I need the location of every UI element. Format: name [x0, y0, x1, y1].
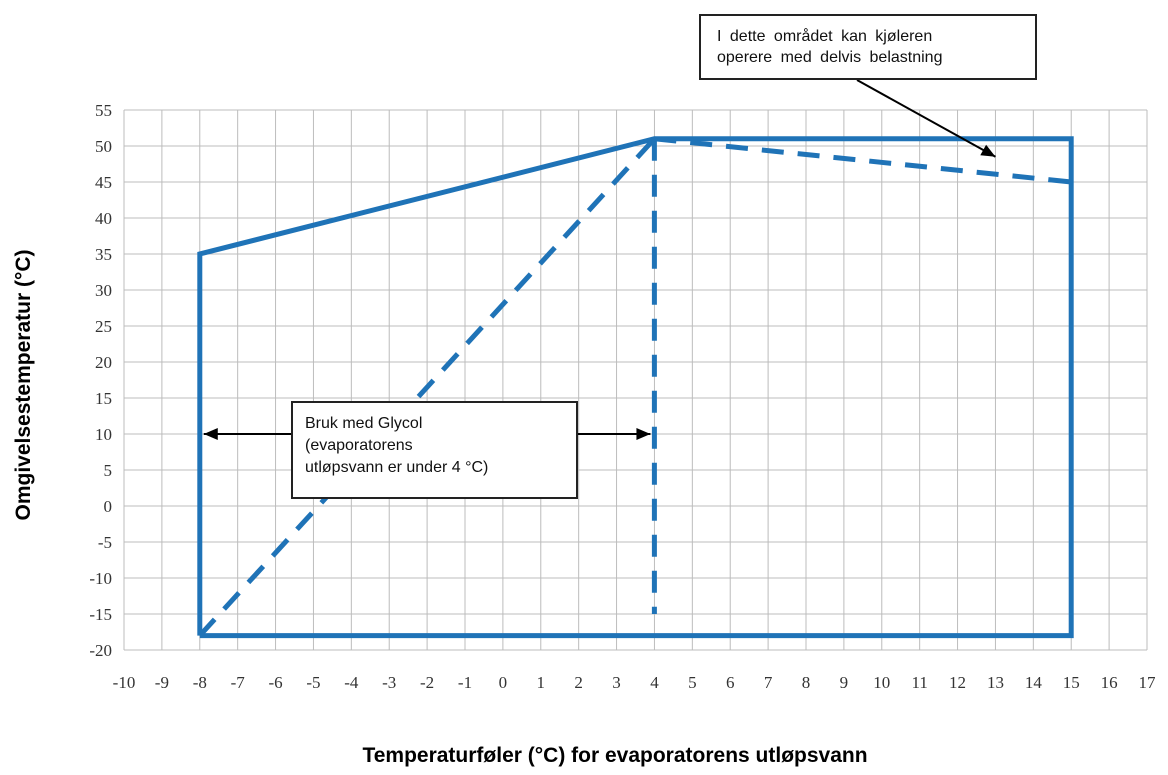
x-tick-label: -10 — [113, 673, 136, 692]
x-tick-label: 2 — [574, 673, 583, 692]
series-line-solid — [197, 136, 1074, 639]
x-tick-label: 5 — [688, 673, 697, 692]
arrow-head — [980, 144, 996, 157]
x-tick-label: -6 — [268, 673, 282, 692]
x-tick-label: 8 — [802, 673, 811, 692]
grid-lines — [123, 109, 1148, 651]
x-tick-label: 14 — [1025, 673, 1043, 692]
x-tick-label: 9 — [840, 673, 849, 692]
y-tick-label: 50 — [95, 137, 112, 156]
annotation-line: utløpsvann er under 4 °C) — [305, 459, 489, 476]
y-tick-label: 15 — [95, 389, 112, 408]
x-tick-label: 1 — [537, 673, 546, 692]
x-tick-label: 6 — [726, 673, 735, 692]
y-axis-label: Omgivelsestemperatur (°C) — [12, 250, 35, 521]
x-tick-label: 4 — [650, 673, 659, 692]
y-tick-label: 35 — [95, 245, 112, 264]
partial-load-annotation: I dette området kan kjøleren operere med… — [699, 14, 1037, 80]
annotation-arrows — [203, 79, 996, 440]
y-tick-label: 30 — [95, 281, 112, 300]
annotation-line: I dette området kan kjøleren — [717, 28, 933, 45]
y-tick-label: -20 — [89, 641, 112, 660]
y-tick-label: 5 — [104, 461, 113, 480]
y-tick-label: -10 — [89, 569, 112, 588]
y-tick-label: 55 — [95, 101, 112, 120]
annotation-line: Bruk med Glycol — [305, 415, 423, 432]
y-tick-label: 10 — [95, 425, 112, 444]
x-tick-label: -9 — [155, 673, 169, 692]
x-tick-label: 16 — [1101, 673, 1118, 692]
arrow-head — [636, 428, 651, 440]
x-tick-label: 12 — [949, 673, 966, 692]
x-tick-label: 11 — [911, 673, 927, 692]
x-tick-label: -3 — [382, 673, 396, 692]
x-tick-label: -2 — [420, 673, 434, 692]
glycol-annotation: Bruk med Glycol (evaporatorens utløpsvan… — [291, 401, 578, 499]
arrow-line — [856, 79, 996, 158]
y-tick-label: 0 — [104, 497, 113, 516]
x-tick-label: 0 — [499, 673, 508, 692]
x-axis-label: Temperaturføler (°C) for evaporatorens u… — [362, 744, 867, 767]
x-tick-label: -1 — [458, 673, 472, 692]
chart-series — [197, 136, 1074, 639]
x-tick-label: 3 — [612, 673, 621, 692]
y-tick-label: 45 — [95, 173, 112, 192]
x-tick-label: 10 — [873, 673, 890, 692]
y-tick-label: 20 — [95, 353, 112, 372]
x-tick-label: -7 — [231, 673, 246, 692]
x-tick-label: -4 — [344, 673, 359, 692]
x-tick-label: 15 — [1063, 673, 1080, 692]
y-axis-ticks: -20 -15 -10 -5 0 5 10 15 20 25 30 35 40 45 50 55 — [89, 101, 112, 660]
y-tick-label: -15 — [89, 605, 112, 624]
y-tick-label: 25 — [95, 317, 112, 336]
x-tick-label: -8 — [193, 673, 207, 692]
arrow-head — [203, 428, 218, 440]
annotation-line: operere med delvis belastning — [717, 49, 943, 66]
x-tick-label: 13 — [987, 673, 1004, 692]
x-tick-label: -5 — [306, 673, 320, 692]
series-line-dashed — [654, 136, 1072, 185]
x-tick-label: 7 — [764, 673, 773, 692]
x-tick-label: 17 — [1139, 673, 1157, 692]
series-line-dashed — [197, 137, 657, 638]
x-axis-ticks: -10 -9 -8 -7 -6 -5 -4 -3 -2 -1 0 1 2 3 4 5 6 7 8 9 10 11 12 13 1… — [113, 673, 1156, 692]
annotation-line: (evaporatorens — [305, 437, 413, 454]
y-tick-label: 40 — [95, 209, 112, 228]
y-tick-label: -5 — [98, 533, 112, 552]
